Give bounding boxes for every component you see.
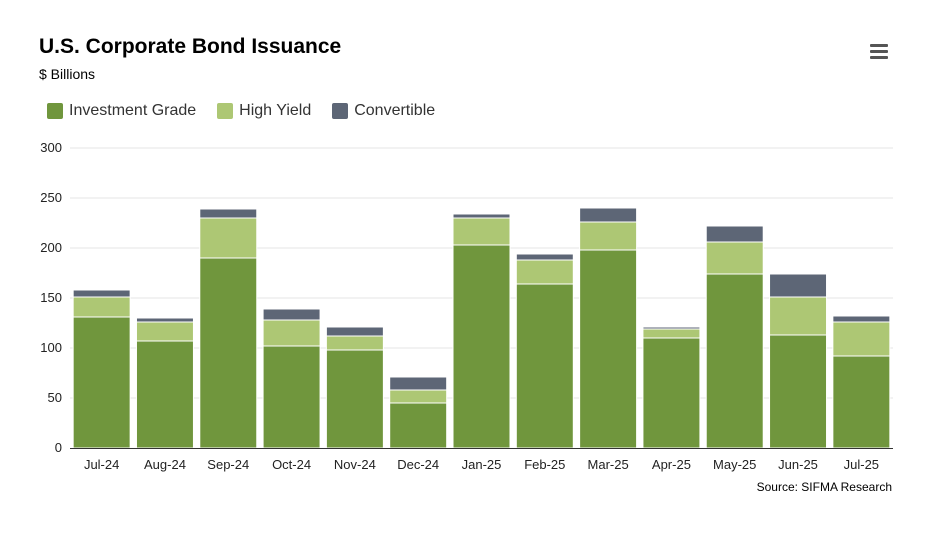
bar-convertible[interactable] [262, 308, 321, 321]
bar-high-yield[interactable] [579, 221, 638, 251]
bar-high-yield[interactable] [769, 296, 828, 336]
bar-investment-grade[interactable] [452, 244, 511, 449]
bar-investment-grade[interactable] [262, 345, 321, 449]
bar-convertible[interactable] [579, 207, 638, 223]
x-tick-label: Sep-24 [207, 457, 249, 472]
y-tick-label: 150 [40, 290, 62, 305]
y-tick-label: 0 [55, 440, 62, 455]
x-tick-label: Jun-25 [778, 457, 818, 472]
bar-convertible[interactable] [705, 225, 764, 243]
x-tick-label: Jan-25 [462, 457, 502, 472]
bar-high-yield[interactable] [452, 217, 511, 246]
x-tick-label: Jul-25 [844, 457, 879, 472]
bar-convertible[interactable] [389, 376, 448, 391]
x-tick-label: Mar-25 [588, 457, 629, 472]
bar-convertible[interactable] [325, 326, 384, 337]
bar-convertible[interactable] [452, 213, 511, 219]
bar-high-yield[interactable] [262, 319, 321, 347]
bar-investment-grade[interactable] [515, 283, 574, 449]
bar-convertible[interactable] [199, 208, 258, 219]
legend-swatch-high-yield [217, 103, 234, 119]
x-tick-label: Dec-24 [397, 457, 439, 472]
y-tick-label: 250 [40, 190, 62, 205]
chart-subtitle: $ Billions [39, 66, 96, 82]
bar-high-yield[interactable] [389, 389, 448, 404]
bar-convertible[interactable] [515, 253, 574, 261]
bar-investment-grade[interactable] [199, 257, 258, 449]
x-tick-label: Nov-24 [334, 457, 376, 472]
x-tick-label: Jul-24 [84, 457, 119, 472]
bar-convertible[interactable] [72, 289, 131, 298]
legend-swatch-convertible [332, 103, 349, 119]
legend-item-convertible[interactable]: Convertible [332, 102, 435, 120]
y-tick-label: 300 [40, 140, 62, 155]
x-tick-label: Feb-25 [524, 457, 565, 472]
bar-investment-grade[interactable] [832, 355, 891, 449]
hamburger-menu-icon[interactable] [868, 42, 890, 62]
bar-high-yield[interactable] [705, 241, 764, 275]
bar-investment-grade[interactable] [579, 249, 638, 449]
bar-high-yield[interactable] [135, 321, 194, 342]
source-note: Source: SIFMA Research [756, 480, 892, 494]
bar-investment-grade[interactable] [325, 349, 384, 449]
legend-item-investment-grade[interactable]: Investment Grade [47, 102, 196, 120]
bar-investment-grade[interactable] [135, 340, 194, 449]
y-tick-label: 100 [40, 340, 62, 355]
x-tick-label: Oct-24 [272, 457, 311, 472]
bar-convertible[interactable] [832, 315, 891, 323]
legend-item-high-yield[interactable]: High Yield [217, 102, 311, 120]
bar-investment-grade[interactable] [389, 402, 448, 449]
x-tick-label: Apr-25 [652, 457, 691, 472]
bar-high-yield[interactable] [199, 217, 258, 259]
bar-convertible[interactable] [135, 317, 194, 323]
x-tick-label: Aug-24 [144, 457, 186, 472]
bar-investment-grade[interactable] [642, 337, 701, 449]
chart-legend: Investment Grade High Yield Convertible [47, 102, 456, 120]
y-tick-label: 50 [48, 390, 62, 405]
y-tick-label: 200 [40, 240, 62, 255]
bar-high-yield[interactable] [72, 296, 131, 318]
bar-investment-grade[interactable] [769, 334, 828, 449]
bar-high-yield[interactable] [515, 259, 574, 285]
x-tick-label: May-25 [713, 457, 756, 472]
legend-label: Investment Grade [69, 102, 197, 119]
bar-investment-grade[interactable] [72, 316, 131, 449]
legend-label: High Yield [239, 102, 312, 119]
legend-swatch-investment-grade [47, 103, 63, 119]
bar-investment-grade[interactable] [705, 273, 764, 449]
bar-high-yield[interactable] [642, 328, 701, 339]
bar-convertible[interactable] [769, 273, 828, 298]
bar-convertible[interactable] [642, 326, 701, 330]
bar-high-yield[interactable] [832, 321, 891, 357]
bar-high-yield[interactable] [325, 335, 384, 351]
legend-label: Convertible [354, 102, 436, 119]
chart-title: U.S. Corporate Bond Issuance [39, 35, 342, 58]
